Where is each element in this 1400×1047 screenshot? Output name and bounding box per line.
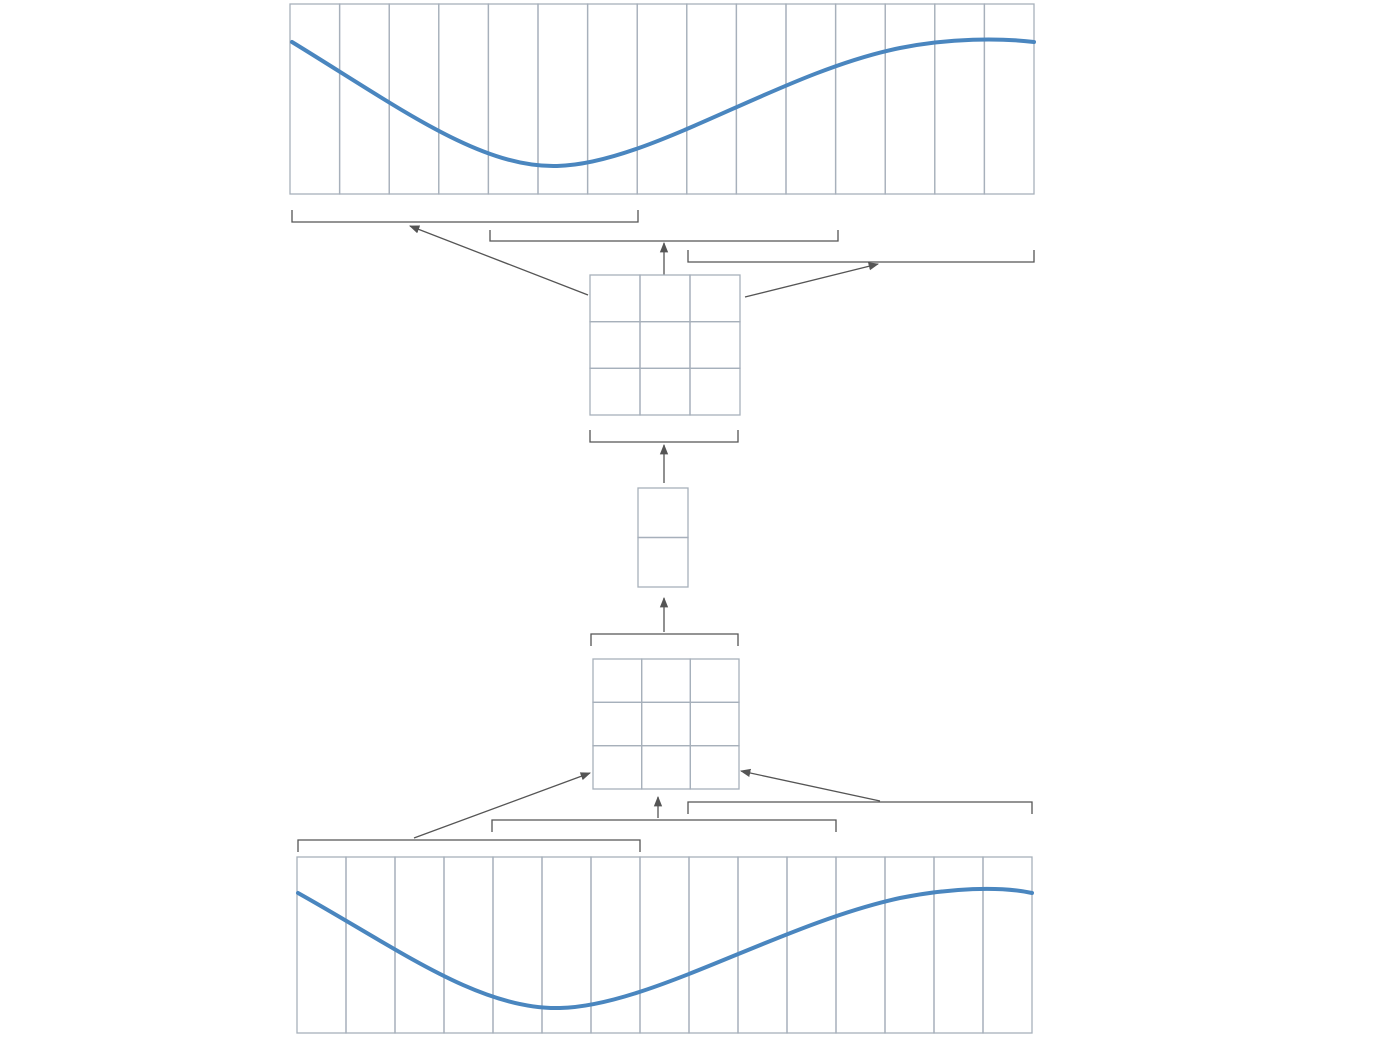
encoder-grid <box>592 658 740 790</box>
cell <box>884 856 935 1034</box>
output-wave <box>290 37 1036 169</box>
cell <box>689 367 741 416</box>
arrow <box>744 262 880 298</box>
cell <box>586 3 638 195</box>
bracket <box>491 819 837 832</box>
bracket <box>489 230 839 242</box>
arrow <box>409 225 589 296</box>
bracket <box>589 430 739 443</box>
cell <box>884 3 936 195</box>
cell <box>982 856 1033 1034</box>
bracket <box>291 210 639 223</box>
cell <box>289 3 341 195</box>
cell <box>592 745 643 790</box>
cell <box>686 3 738 195</box>
bracket <box>687 250 1035 263</box>
cell <box>689 321 741 369</box>
cell <box>689 701 740 747</box>
cell <box>639 367 691 416</box>
cell <box>689 274 741 323</box>
cell <box>641 701 691 747</box>
cell <box>637 487 689 539</box>
cell <box>636 3 688 195</box>
cell <box>641 658 691 703</box>
cell <box>592 658 643 703</box>
arrow <box>413 772 591 839</box>
cell <box>589 321 641 369</box>
cell <box>394 856 445 1034</box>
cell <box>589 367 641 416</box>
cell <box>834 3 886 195</box>
bracket <box>687 801 1033 814</box>
arrow <box>739 768 881 802</box>
cell <box>639 856 690 1034</box>
cell <box>443 856 494 1034</box>
cell <box>688 856 739 1034</box>
cell <box>785 3 837 195</box>
cell <box>639 321 691 369</box>
cell <box>296 856 347 1034</box>
decoder-grid <box>589 274 741 416</box>
cell <box>637 536 689 588</box>
input-signal <box>296 856 1033 1034</box>
cell <box>388 3 440 195</box>
cell <box>735 3 787 195</box>
bracket <box>297 839 641 852</box>
bracket <box>590 633 739 646</box>
cell <box>590 856 641 1034</box>
cell <box>589 274 641 323</box>
cell <box>639 274 691 323</box>
cell <box>689 658 740 703</box>
cell <box>438 3 490 195</box>
cell <box>689 745 740 790</box>
output-signal <box>289 3 1035 195</box>
cell <box>641 745 691 790</box>
cell <box>934 3 986 195</box>
cell <box>983 3 1035 195</box>
input-wave <box>296 886 1034 1011</box>
cell <box>592 701 643 747</box>
cell <box>933 856 984 1034</box>
cell <box>835 856 886 1034</box>
latent-vector <box>637 487 689 588</box>
cell <box>786 856 837 1034</box>
